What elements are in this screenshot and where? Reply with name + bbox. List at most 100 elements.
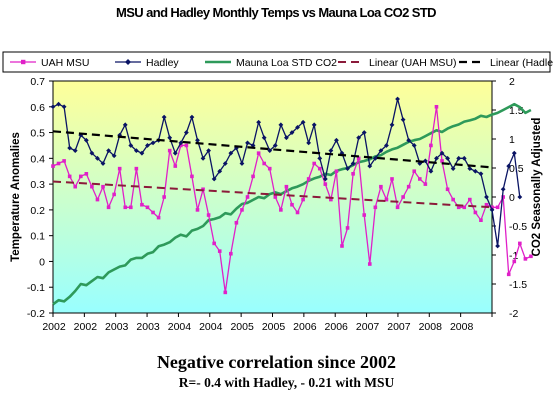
point-uah-msu <box>223 290 228 295</box>
point-uah-msu <box>451 197 455 202</box>
point-hadley <box>250 143 256 148</box>
point-uah-msu <box>445 187 450 192</box>
point-hadley <box>278 122 284 128</box>
point-hadley <box>484 194 489 200</box>
y-left-tick-label: 0.3 <box>30 179 45 191</box>
x-tick-label: 2002 <box>74 321 98 333</box>
point-hadley <box>378 148 384 153</box>
y-left-tick-label: 0.5 <box>30 128 45 140</box>
legend: UAH MSU Hadley Mauna Loa STD CO2 Linear (UA… <box>2 51 553 73</box>
point-uah-msu <box>167 148 172 153</box>
point-uah-msu <box>73 184 78 189</box>
point-uah-msu <box>206 213 211 217</box>
point-uah-msu <box>217 249 222 253</box>
point-hadley <box>489 207 495 213</box>
point-uah-msu <box>156 215 161 220</box>
point-uah-msu <box>140 202 144 207</box>
y-left-tick-label: -0.1 <box>27 282 45 294</box>
point-hadley <box>117 132 123 138</box>
x-tick-label: 2005 <box>262 321 286 333</box>
point-uah-msu <box>423 182 428 186</box>
point-uah-msu <box>518 241 522 246</box>
point-uah-msu <box>62 159 66 163</box>
point-uah-msu <box>295 210 300 215</box>
point-uah-msu <box>251 174 255 179</box>
point-uah-msu <box>484 202 489 207</box>
point-hadley <box>133 148 139 153</box>
point-uah-msu <box>134 166 139 171</box>
point-uah-msu <box>345 226 350 230</box>
y-left-tick-label: 0.6 <box>30 102 45 114</box>
x-axis: 2002 2002 2003 2003 2004 2004 2005 2005 2006 2006… <box>42 313 493 333</box>
point-uah-msu <box>262 161 266 166</box>
point-uah-msu <box>90 184 94 189</box>
y-right-tick-label: 2 <box>509 76 515 88</box>
point-hadley <box>472 168 478 174</box>
point-uah-msu <box>312 161 317 166</box>
y-right-tick-label: -1 <box>509 250 518 262</box>
point-uah-msu <box>468 197 472 202</box>
point-hadley <box>361 130 367 135</box>
point-hadley <box>178 140 184 146</box>
point-uah-msu <box>229 251 233 256</box>
plot-area <box>52 80 493 314</box>
point-hadley <box>422 158 428 164</box>
point-hadley <box>300 119 306 125</box>
point-hadley <box>222 161 228 166</box>
x-tick-label: 2007 <box>387 321 411 333</box>
point-uah-msu <box>462 205 467 210</box>
legend-label-uah-msu: UAH MSU <box>41 57 89 69</box>
point-hadley <box>495 243 501 249</box>
point-uah-msu <box>317 166 322 171</box>
point-hadley <box>245 140 250 146</box>
y-left-tick-label: 0.7 <box>30 76 45 88</box>
point-hadley <box>406 137 412 143</box>
point-hadley <box>128 143 134 148</box>
point-uah-msu <box>456 205 461 210</box>
point-hadley <box>467 166 473 172</box>
point-hadley <box>72 148 78 153</box>
point-hadley <box>434 155 439 161</box>
point-hadley <box>372 155 378 161</box>
x-tick-label: 2008 <box>450 321 474 333</box>
point-uah-msu <box>301 197 305 202</box>
point-uah-msu <box>395 205 400 210</box>
point-hadley <box>428 168 434 174</box>
point-uah-msu <box>195 208 200 212</box>
point-hadley <box>384 143 389 148</box>
point-uah-msu <box>512 259 517 264</box>
point-uah-msu <box>329 197 333 202</box>
legend-label-hadley: Hadley <box>146 57 179 69</box>
x-tick-label: 2003 <box>136 321 160 333</box>
point-hadley <box>506 163 512 169</box>
point-uah-msu <box>506 272 511 277</box>
point-uah-msu <box>212 241 216 246</box>
point-hadley <box>106 148 111 153</box>
point-hadley <box>350 161 356 166</box>
point-uah-msu <box>234 220 239 225</box>
point-uah-msu <box>495 205 500 210</box>
point-uah-msu <box>340 244 344 248</box>
point-uah-msu <box>412 169 417 174</box>
point-hadley <box>328 148 334 153</box>
point-hadley <box>189 114 195 120</box>
legend-marker <box>21 59 26 65</box>
legend-label-linear-hadley: Linear (Hadley) <box>490 57 553 69</box>
y-axis-left-title: Temperature Anomalies <box>10 132 22 262</box>
y-axis-right: -2-1.5-1-0.500.511.52 <box>492 76 527 320</box>
point-uah-msu <box>101 184 105 189</box>
point-uah-msu <box>356 156 361 161</box>
series-line-linear-hadley <box>52 130 493 169</box>
point-uah-msu <box>256 151 261 155</box>
point-hadley <box>445 155 450 161</box>
point-hadley <box>61 104 67 110</box>
point-uah-msu <box>273 195 278 199</box>
y-axis-right-title: CO2 Seasonally Adjusted <box>531 118 543 257</box>
point-hadley <box>67 145 73 151</box>
legend-label-mauna-loa-std-co2: Mauna Loa STD CO2 <box>236 57 337 69</box>
point-uah-msu <box>145 205 150 210</box>
point-uah-msu <box>201 187 205 192</box>
point-uah-msu <box>106 205 111 210</box>
x-tick-label: 2005 <box>230 321 254 333</box>
x-tick-label: 2007 <box>356 321 380 333</box>
